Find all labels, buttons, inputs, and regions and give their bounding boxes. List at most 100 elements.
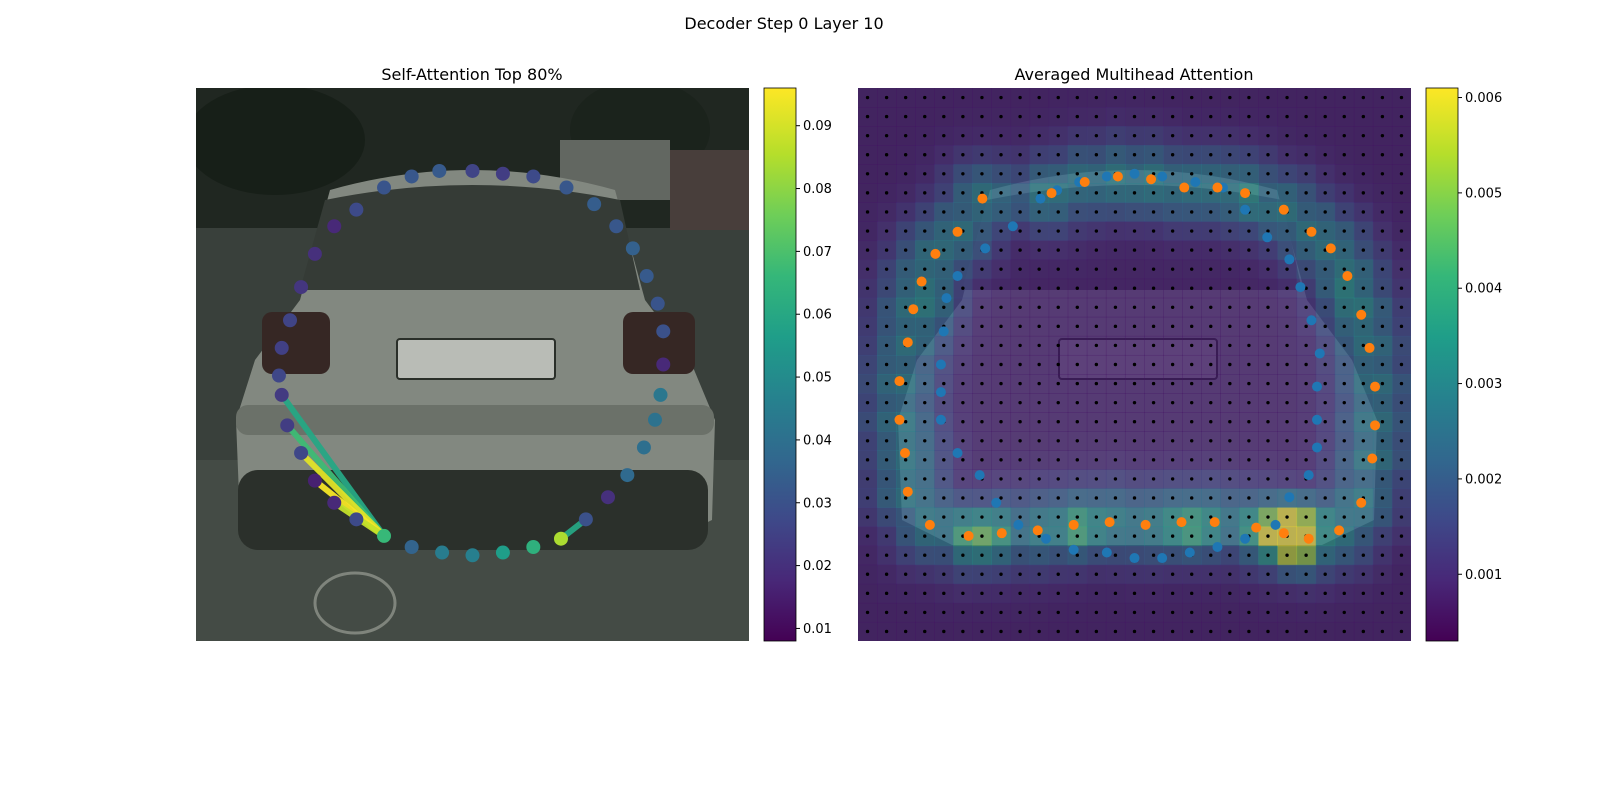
grid-dot-21-7 [999,496,1003,500]
grid-dot-23-26 [1361,534,1366,538]
grid-dot-15-27 [1380,381,1385,386]
orange-point-19 [1278,528,1289,539]
grid-dot-1-23 [1304,114,1308,119]
grid-dot-1-25 [1342,114,1346,119]
orange-point-25 [1068,519,1079,530]
grid-dot-5-15 [1151,191,1156,195]
grid-dot-17-25 [1342,420,1346,424]
grid-dot-17-13 [1113,420,1118,424]
grid-dot-18-15 [1151,439,1156,443]
grid-dot-28-9 [1037,629,1041,634]
grid-dot-2-27 [1380,133,1385,138]
grid-dot-18-26 [1361,439,1366,443]
grid-dot-24-24 [1323,553,1327,557]
grid-dot-26-2 [903,591,908,596]
grid-dot-14-24 [1323,362,1327,367]
grid-dot-10-22 [1285,286,1289,290]
grid-dot-0-1 [884,95,889,100]
grid-dot-22-3 [923,515,927,519]
multihead-attention-title: Averaged Multihead Attention [1015,65,1254,84]
grid-dot-7-6 [980,229,984,233]
grid-dot-0-12 [1094,95,1099,100]
grid-dot-17-14 [1132,420,1137,424]
grid-dot-5-0 [865,191,870,195]
grid-dot-10-20 [1247,286,1251,290]
grid-dot-6-9 [1037,210,1041,214]
blue-point-28 [974,470,985,481]
grid-dot-12-16 [1170,324,1175,329]
grid-dot-28-1 [884,629,889,634]
grid-dot-25-15 [1151,572,1156,576]
self-attention-point-18 [435,545,450,560]
grid-dot-17-19 [1228,420,1232,424]
grid-dot-21-6 [980,496,984,500]
grid-dot-2-15 [1151,133,1156,138]
orange-point-7 [1278,204,1289,215]
grid-dot-0-0 [865,95,870,100]
grid-dot-22-28 [1399,515,1404,519]
grid-dot-26-4 [942,591,946,596]
grid-dot-10-5 [961,286,965,290]
grid-dot-6-6 [980,210,984,214]
grid-dot-6-15 [1151,210,1156,214]
self-attention-point-14 [327,495,342,510]
grid-dot-2-23 [1304,133,1308,138]
grid-dot-26-23 [1304,591,1308,596]
grid-dot-22-4 [942,515,946,519]
grid-dot-20-9 [1037,477,1041,481]
orange-point-36 [916,276,927,287]
grid-dot-8-14 [1132,248,1137,252]
grid-dot-27-13 [1113,610,1118,615]
grid-dot-26-22 [1285,591,1289,596]
grid-dot-20-24 [1323,477,1327,481]
grid-dot-20-2 [903,477,908,481]
grid-dot-27-18 [1209,610,1213,615]
grid-dot-10-28 [1399,286,1404,290]
grid-dot-23-27 [1380,534,1385,538]
grid-dot-1-5 [961,114,965,119]
orange-point-1 [1079,177,1090,188]
grid-dot-21-10 [1056,496,1060,500]
grid-dot-4-21 [1266,172,1270,176]
grid-dot-13-14 [1132,343,1137,348]
grid-dot-3-7 [999,153,1003,157]
grid-dot-23-13 [1113,534,1118,538]
grid-dot-9-11 [1075,267,1079,271]
self-attention-point-22 [553,531,568,546]
grid-dot-0-15 [1151,95,1156,100]
grid-dot-13-8 [1018,343,1022,348]
grid-dot-13-24 [1323,343,1327,348]
grid-dot-22-8 [1018,515,1022,519]
grid-dot-7-12 [1094,229,1099,233]
colorbar-tick-label-5: 0.006 [1465,91,1502,106]
grid-dot-27-27 [1380,610,1385,615]
grid-dot-7-4 [942,229,946,233]
blue-point-25 [1041,533,1052,544]
grid-dot-23-4 [942,534,946,538]
colorbar-tick-label-0: 0.001 [1465,568,1502,583]
grid-dot-7-10 [1056,229,1060,233]
grid-dot-11-10 [1056,305,1060,309]
blue-point-2 [1129,168,1140,179]
grid-dot-0-18 [1209,95,1213,100]
grid-dot-14-23 [1304,362,1308,367]
grid-dot-7-21 [1266,229,1270,233]
colorbar-tick-label-0: 0.01 [803,622,832,637]
grid-dot-16-3 [923,400,927,405]
grid-dot-16-14 [1132,400,1137,405]
grid-dot-9-16 [1170,267,1175,271]
grid-dot-23-17 [1190,534,1194,538]
grid-dot-5-24 [1323,191,1327,195]
grid-dot-0-16 [1170,95,1175,100]
grid-dot-13-28 [1399,343,1404,348]
grid-dot-12-28 [1399,324,1404,329]
grid-dot-7-0 [865,229,870,233]
grid-dot-14-5 [961,362,965,367]
grid-dot-14-18 [1209,362,1213,367]
blue-point-26 [1013,519,1024,530]
grid-dot-7-1 [884,229,889,233]
grid-dot-11-2 [903,305,908,309]
grid-dot-13-18 [1209,343,1213,348]
grid-dot-2-24 [1323,133,1327,138]
grid-dot-2-14 [1132,133,1137,138]
